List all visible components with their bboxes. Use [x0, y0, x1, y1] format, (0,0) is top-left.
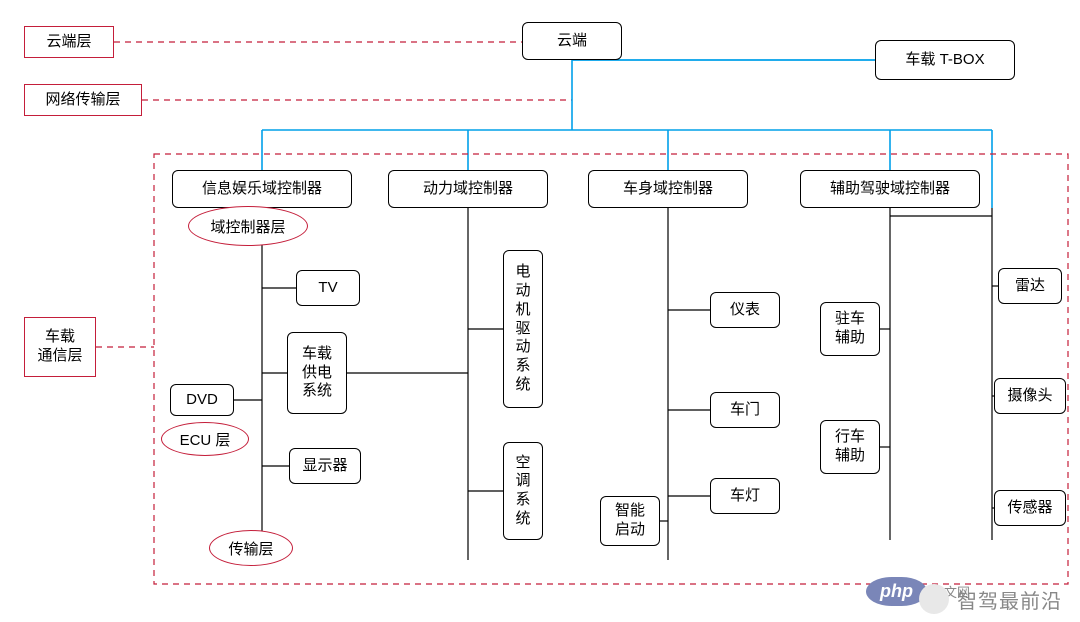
node-hvac: 空 调 系 统: [503, 442, 543, 540]
node-motor: 电 动 机 驱 动 系 统: [503, 250, 543, 408]
domain-body-title: 车身域控制器: [588, 170, 748, 208]
node-cloud: 云端: [522, 22, 622, 60]
ellipse-domain-controller: 域控制器层: [188, 206, 308, 246]
node-sensor: 传感器: [994, 490, 1066, 526]
php-badge-text: php: [866, 577, 927, 606]
node-dvd: DVD: [170, 384, 234, 416]
node-park: 驻车 辅助: [820, 302, 880, 356]
node-display: 显示器: [289, 448, 361, 484]
domain-adas-title: 辅助驾驶域控制器: [800, 170, 980, 208]
layer-label-network: 网络传输层: [24, 84, 142, 116]
node-drive: 行车 辅助: [820, 420, 880, 474]
layer-label-comms: 车载 通信层: [24, 317, 96, 377]
layer-label-cloud: 云端层: [24, 26, 114, 58]
node-tbox: 车载 T-BOX: [875, 40, 1015, 80]
node-door: 车门: [710, 392, 780, 428]
watermark-icon: [919, 584, 949, 614]
node-tv: TV: [296, 270, 360, 306]
ellipse-ecu: ECU 层: [161, 422, 249, 456]
node-radar: 雷达: [998, 268, 1062, 304]
node-camera: 摄像头: [994, 378, 1066, 414]
node-start: 智能 启动: [600, 496, 660, 546]
ellipse-transport: 传输层: [209, 530, 293, 566]
domain-infotainment-title: 信息娱乐域控制器: [172, 170, 352, 208]
watermark: 智驾最前沿: [919, 584, 1062, 614]
node-power: 车载 供电 系统: [287, 332, 347, 414]
watermark-text: 智驾最前沿: [957, 585, 1062, 614]
node-light: 车灯: [710, 478, 780, 514]
node-gauge: 仪表: [710, 292, 780, 328]
domain-powertrain-title: 动力域控制器: [388, 170, 548, 208]
